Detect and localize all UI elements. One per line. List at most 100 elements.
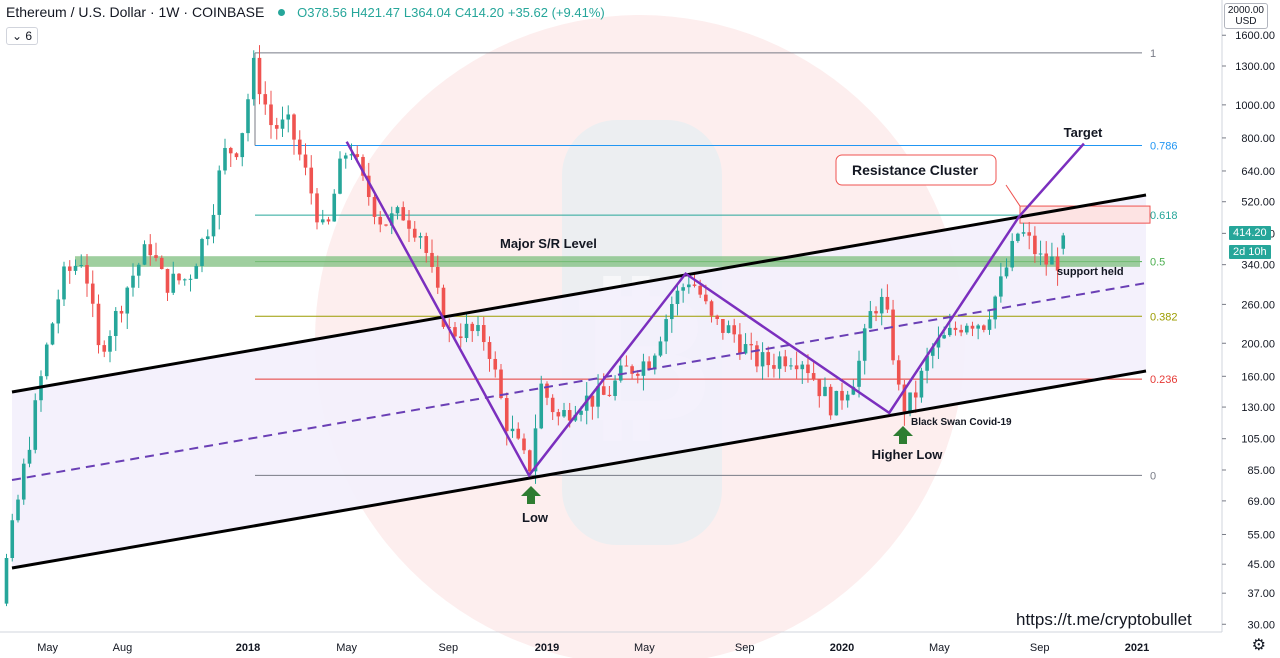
candle [885, 296, 890, 310]
price-tick-label: 520.00 [1241, 197, 1275, 209]
candle [1033, 235, 1037, 255]
candle [959, 329, 963, 333]
price-tick-label: 1000.00 [1235, 100, 1275, 112]
candle [217, 170, 222, 215]
symbol-name[interactable]: Ethereum / U.S. Dollar [6, 4, 147, 20]
candle [953, 327, 958, 330]
candle [999, 276, 1003, 297]
candle [96, 303, 101, 346]
candle [205, 236, 210, 240]
candle [698, 285, 702, 295]
candle [177, 273, 181, 281]
candle [794, 365, 799, 370]
candle [1016, 233, 1020, 241]
gear-icon[interactable]: ⚙ [1251, 637, 1266, 654]
candle [755, 345, 759, 367]
candle [527, 450, 532, 472]
candle [108, 335, 112, 352]
candle [85, 265, 89, 284]
candle [320, 219, 325, 223]
resistance-callout [835, 154, 997, 186]
time-tick-label: May [37, 642, 58, 654]
candle [1061, 235, 1066, 249]
candle [154, 255, 158, 258]
candle [44, 344, 49, 377]
candle [715, 315, 719, 319]
candle [726, 325, 731, 333]
candle [721, 318, 725, 333]
candle [738, 334, 742, 354]
candle [675, 290, 680, 305]
exchange-label: COINBASE [191, 4, 265, 20]
candle [332, 193, 337, 222]
indicator-count: 6 [25, 29, 33, 43]
channel-mid-line [11, 282, 1147, 481]
high-value: H421.47 [350, 5, 401, 20]
candle [828, 386, 833, 416]
candle [1010, 240, 1014, 268]
candle [136, 264, 141, 276]
currency-label: USD [1235, 16, 1257, 27]
candle [624, 365, 629, 367]
candle [476, 325, 480, 332]
candle [361, 156, 365, 176]
symbol-header: Ethereum / U.S. Dollar · 1W · COINBASE O… [6, 4, 605, 20]
candle [326, 219, 331, 222]
target-label: Target [1064, 125, 1103, 140]
candle [908, 392, 912, 412]
candle [79, 265, 84, 267]
price-tick-label: 105.00 [1241, 434, 1275, 446]
black-swan-label: Black Swan Covid-19 [911, 417, 1012, 428]
time-tick-label: Sep [1030, 642, 1050, 654]
price-tick-label: 200.00 [1241, 338, 1275, 350]
candle [148, 244, 153, 256]
candle [607, 394, 612, 396]
candle [874, 311, 878, 314]
candle [171, 273, 176, 293]
candle [879, 296, 884, 314]
resistance-pointer [1005, 184, 1021, 207]
candle [896, 360, 901, 385]
candle [131, 275, 135, 288]
candle [670, 304, 674, 320]
candle [635, 373, 640, 376]
candle [687, 284, 691, 288]
candle [550, 397, 555, 413]
fib-label: 0 [1150, 470, 1156, 482]
candle [681, 287, 685, 291]
change-value: +35.62 (+9.41%) [507, 5, 605, 20]
candle [395, 207, 400, 214]
candle [504, 398, 509, 432]
candle [188, 278, 193, 280]
indicators-toggle[interactable]: ⌄ 6 [6, 27, 39, 45]
fib-label: 0.618 [1150, 210, 1178, 222]
candle [658, 341, 663, 356]
candle [584, 395, 589, 411]
candle [125, 287, 130, 314]
candle [823, 386, 827, 397]
candle [902, 384, 907, 412]
candle [976, 325, 980, 329]
candle [942, 335, 946, 339]
candle [458, 336, 463, 339]
candle [806, 364, 810, 374]
candle [343, 155, 348, 159]
candle [251, 57, 256, 100]
price-tick-label: 55.00 [1247, 529, 1275, 541]
price-tick-label: 1300.00 [1235, 61, 1275, 73]
candle [246, 99, 250, 134]
candle [315, 193, 319, 223]
interval-label[interactable]: 1W [158, 4, 180, 20]
currency-button[interactable]: 2000.00 USD [1223, 3, 1268, 29]
candle [834, 390, 839, 416]
candle [234, 153, 239, 158]
candle [73, 265, 78, 271]
low-label: Low [522, 510, 549, 525]
candle [113, 310, 118, 336]
candle [970, 325, 975, 329]
candle [993, 296, 997, 320]
candle [1038, 253, 1043, 255]
candle [372, 197, 377, 217]
